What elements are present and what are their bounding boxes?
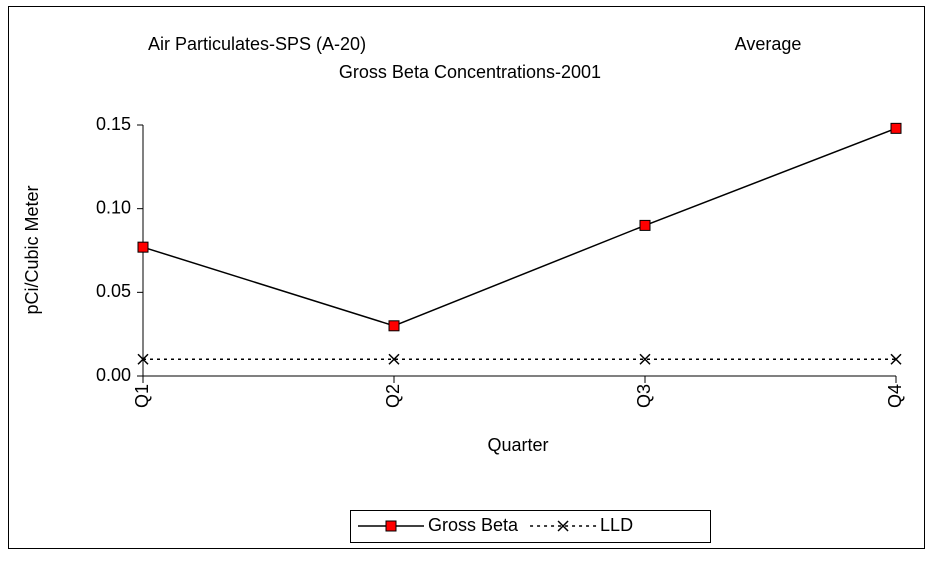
- legend-label: Gross Beta: [428, 515, 519, 535]
- data-point: [890, 122, 902, 134]
- data-point: [388, 320, 400, 332]
- data-point: [639, 353, 651, 365]
- data-point: [388, 353, 400, 365]
- x-axis-label: Quarter: [487, 435, 548, 455]
- chart-border: [8, 6, 925, 549]
- data-point: [137, 353, 149, 365]
- chart-subtitle: Gross Beta Concentrations-2001: [339, 62, 601, 82]
- x-tick-label: Q3: [634, 384, 654, 408]
- data-point: [137, 241, 149, 253]
- data-point: [639, 219, 651, 231]
- legend-label: LLD: [600, 515, 633, 535]
- data-point: [890, 353, 902, 365]
- y-tick-label: 0.05: [96, 281, 131, 301]
- chart-annotation: Average: [735, 34, 802, 54]
- y-tick-label: 0.15: [96, 114, 131, 134]
- x-tick-label: Q4: [885, 384, 905, 408]
- legend-marker: [385, 520, 397, 532]
- x-tick-label: Q2: [383, 384, 403, 408]
- y-tick-label: 0.00: [96, 365, 131, 385]
- series-line: [142, 127, 897, 327]
- y-tick-label: 0.10: [96, 197, 131, 217]
- chart-title: Air Particulates-SPS (A-20): [148, 34, 366, 54]
- legend-marker: [557, 520, 569, 532]
- y-axis-label: pCi/Cubic Meter: [22, 185, 42, 314]
- x-tick-label: Q1: [132, 384, 152, 408]
